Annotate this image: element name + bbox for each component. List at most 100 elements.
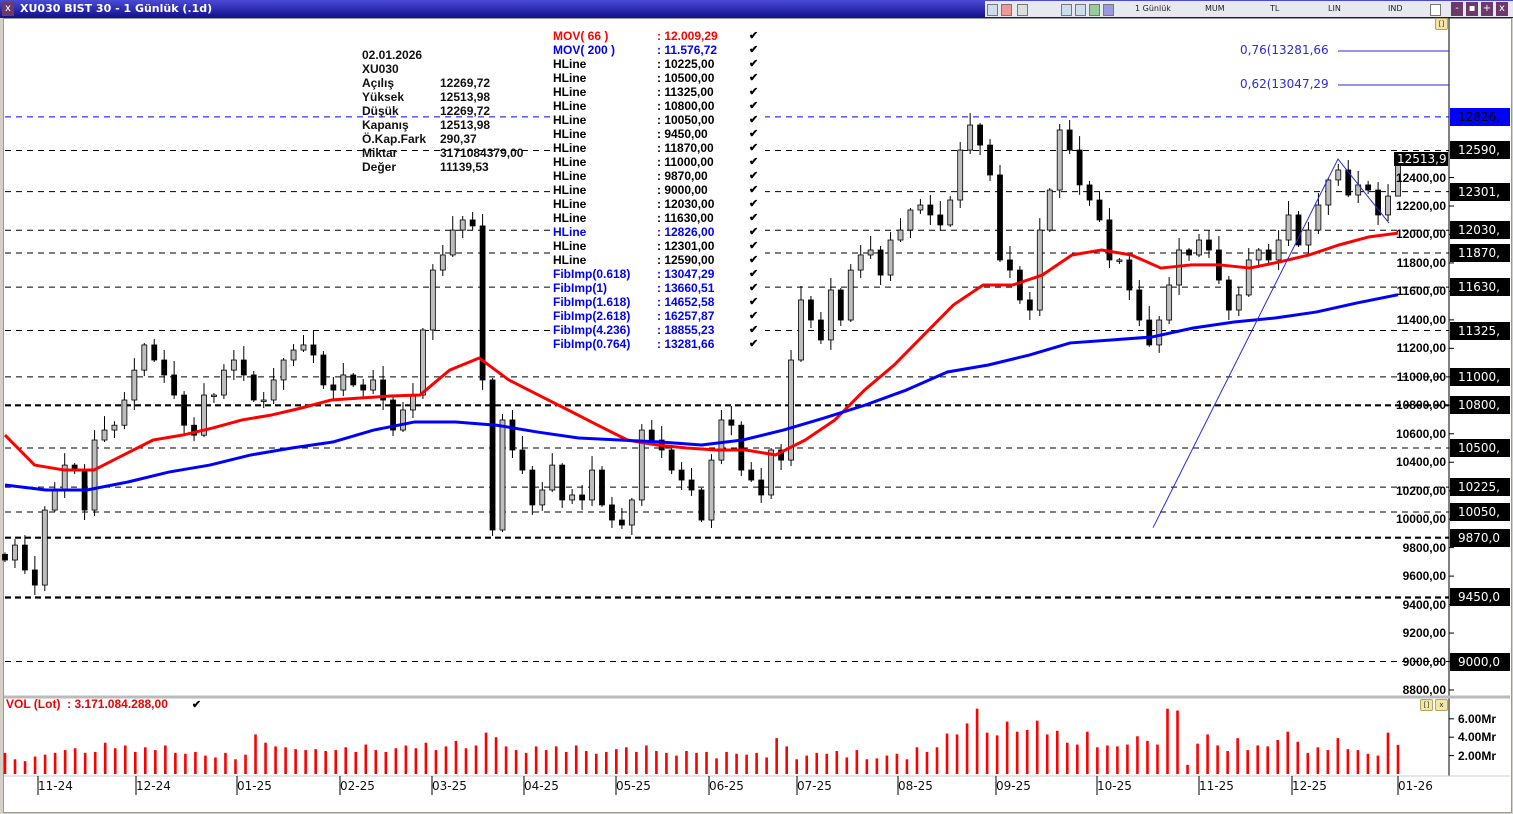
legend-label: FibImp(0.618) xyxy=(553,267,631,281)
legend-item[interactable]: HLine: 9000,00 ✔ xyxy=(553,183,761,197)
checkmark-icon[interactable]: ✔ xyxy=(749,254,759,266)
checkmark-icon[interactable]: ✔ xyxy=(749,30,759,42)
legend-item[interactable]: FibImp(1): 13660,51 ✔ xyxy=(553,281,761,295)
legend-item[interactable]: HLine: 11000,00 ✔ xyxy=(553,155,761,169)
close-window-button[interactable]: x xyxy=(1496,2,1508,16)
checkmark-icon[interactable]: ✔ xyxy=(749,72,759,84)
legend-item[interactable]: MOV( 66 ): 12.009,29 ✔ xyxy=(553,29,761,43)
info-value: 12513,98 xyxy=(440,90,491,104)
maximize-button[interactable]: + xyxy=(1481,2,1493,16)
checkmark-icon[interactable]: ✔ xyxy=(749,338,759,350)
tools-icon[interactable] xyxy=(1430,4,1441,16)
checkmark-icon[interactable]: ✔ xyxy=(749,100,759,112)
candle-up xyxy=(768,449,775,496)
legend-label: HLine xyxy=(553,141,587,155)
legend-item[interactable]: HLine: 10800,00 ✔ xyxy=(553,99,761,113)
indicators-selector[interactable]: IND xyxy=(1388,4,1403,13)
legend-item[interactable]: HLine: 12301,00 ✔ xyxy=(553,239,761,253)
checkmark-icon[interactable]: ✔ xyxy=(191,699,202,711)
legend-item[interactable]: FibImp(2.618): 16257,87 ✔ xyxy=(553,309,761,323)
checkmark-icon[interactable]: ✔ xyxy=(749,184,759,196)
volume-bar xyxy=(564,751,568,774)
legend-item[interactable]: FibImp(0.618): 13047,29 ✔ xyxy=(553,267,761,281)
legend-value: : 11000,00 xyxy=(657,155,714,169)
candle-up xyxy=(439,254,446,271)
draw-icon[interactable] xyxy=(1089,4,1100,16)
checkmark-icon[interactable]: ✔ xyxy=(749,226,759,238)
panel-maximize-button[interactable]: [] xyxy=(1435,18,1448,30)
chart-type-selector[interactable]: MUM xyxy=(1205,4,1225,13)
checkmark-icon[interactable]: ✔ xyxy=(749,86,759,98)
candle-down xyxy=(151,344,158,361)
legend-label: HLine xyxy=(553,183,587,197)
checkmark-icon[interactable]: ✔ xyxy=(749,268,759,280)
y-tick-label: 9400,00 xyxy=(1402,597,1446,612)
checkmark-icon[interactable]: ✔ xyxy=(749,128,759,140)
candle-down xyxy=(678,469,685,481)
checkmark-icon[interactable]: ✔ xyxy=(749,282,759,294)
legend-item[interactable]: HLine: 10500,00 ✔ xyxy=(553,71,761,85)
checkmark-icon[interactable]: ✔ xyxy=(749,156,759,168)
legend-label: HLine xyxy=(553,239,587,253)
legend-item[interactable]: HLine: 10225,00 ✔ xyxy=(553,57,761,71)
legend-item[interactable]: FibImp(4.236): 18855,23 ✔ xyxy=(553,323,761,337)
close-chart-button[interactable]: x xyxy=(2,2,14,16)
volume-bar xyxy=(93,751,97,774)
legend-value: : 11870,00 xyxy=(657,141,714,155)
candle-up xyxy=(718,419,725,461)
y-tick-label: 11400,00 xyxy=(1396,312,1446,327)
legend-item[interactable]: FibImp(0.764): 13281,66 ✔ xyxy=(553,337,761,351)
checkmark-icon[interactable]: ✔ xyxy=(749,114,759,126)
candle-down xyxy=(469,219,476,227)
save-icon[interactable] xyxy=(1017,4,1028,16)
legend-item[interactable]: HLine: 9870,00 ✔ xyxy=(553,169,761,183)
checkmark-icon[interactable]: ✔ xyxy=(749,170,759,182)
legend-item[interactable]: MOV( 200 ): 11.576,72 ✔ xyxy=(553,43,761,57)
checkmark-icon[interactable]: ✔ xyxy=(749,212,759,224)
y-tick-label: 8800,00 xyxy=(1402,682,1446,697)
volume-bar xyxy=(675,755,678,774)
candle-down xyxy=(977,124,983,146)
legend-item[interactable]: HLine: 11630,00 ✔ xyxy=(553,211,761,225)
info-row: Değer 11139,53 xyxy=(362,160,523,174)
volume-maximize-button[interactable]: [] xyxy=(1420,699,1433,711)
checkmark-icon[interactable]: ✔ xyxy=(749,324,759,336)
legend-item[interactable]: HLine: 9450,00 ✔ xyxy=(553,127,761,141)
legend-item[interactable]: HLine: 12590,00 ✔ xyxy=(553,253,761,267)
checkmark-icon[interactable]: ✔ xyxy=(749,310,759,322)
candle-down xyxy=(728,419,735,426)
last-price-label: 12513,9 xyxy=(1394,152,1448,167)
volume-close-button[interactable]: x xyxy=(1435,699,1448,711)
legend-item[interactable]: FibImp(1.618): 14652,58 ✔ xyxy=(553,295,761,309)
volume-bar xyxy=(394,748,398,774)
grid-icon[interactable] xyxy=(1061,4,1072,16)
checkmark-icon[interactable]: ✔ xyxy=(749,198,759,210)
volume-bar xyxy=(1396,744,1400,774)
legend-item[interactable]: HLine: 12826,00 ✔ xyxy=(553,225,761,239)
volume-bar xyxy=(965,723,969,774)
checkmark-icon[interactable]: ✔ xyxy=(749,44,759,56)
print-icon[interactable] xyxy=(1001,4,1012,16)
restore-button[interactable]: ▪ xyxy=(1466,2,1478,16)
legend-item[interactable]: HLine: 12030,00 ✔ xyxy=(553,197,761,211)
info-value: 3171084379,00 xyxy=(440,146,524,160)
checkmark-icon[interactable]: ✔ xyxy=(749,58,759,70)
currency-selector[interactable]: TL xyxy=(1270,4,1280,13)
checkmark-icon[interactable]: ✔ xyxy=(749,240,759,252)
compare-icon[interactable] xyxy=(1075,4,1086,16)
legend-item[interactable]: HLine: 11325,00 ✔ xyxy=(553,85,761,99)
template-icon[interactable] xyxy=(987,4,998,16)
legend-item[interactable]: HLine: 10050,00 ✔ xyxy=(553,113,761,127)
candle-up xyxy=(788,359,794,461)
period-selector[interactable]: 1 Günlük xyxy=(1135,4,1171,13)
volume-bar xyxy=(214,757,217,774)
legend-item[interactable]: HLine : 11870,00 ✔ xyxy=(553,141,761,155)
volume-bar xyxy=(935,747,939,774)
checkmark-icon[interactable]: ✔ xyxy=(749,296,759,308)
scale-selector[interactable]: LIN xyxy=(1328,4,1341,13)
cursor-icon[interactable] xyxy=(1103,4,1114,16)
checkmark-icon[interactable]: ✔ xyxy=(749,142,759,154)
minimize-button[interactable]: - xyxy=(1451,2,1463,16)
legend-label: MOV( 66 ) xyxy=(553,29,609,43)
